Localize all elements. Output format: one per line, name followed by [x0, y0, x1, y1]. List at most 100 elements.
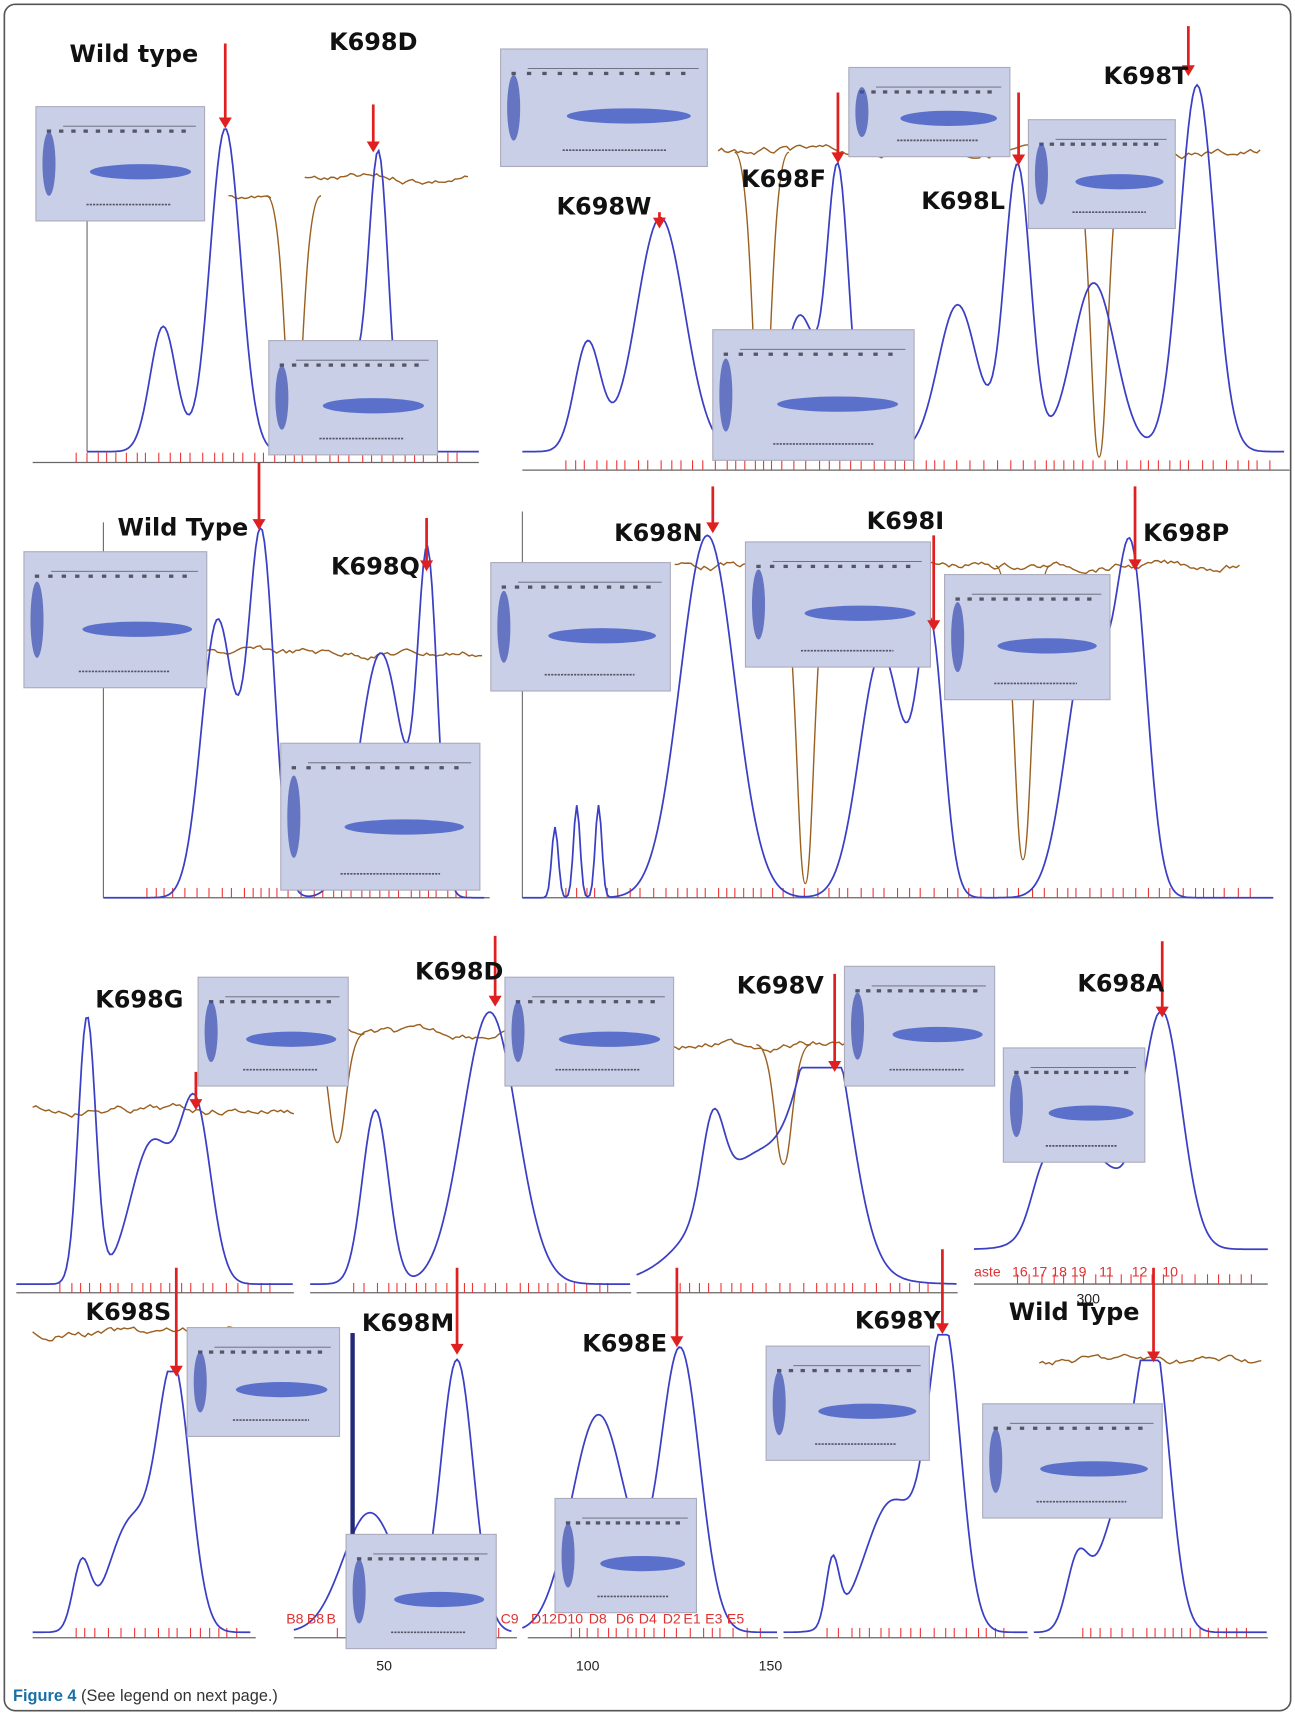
- gel-lane-label: [656, 1521, 660, 1524]
- gel-lane-label: [156, 575, 160, 578]
- fraction-label: E1: [683, 1611, 700, 1627]
- fraction-label: C9: [501, 1611, 519, 1627]
- arrow-head: [1012, 155, 1025, 166]
- gel-lane-label: [1072, 1427, 1076, 1430]
- gel-lane-label: [1051, 597, 1055, 600]
- caption: Figure 4 (See legend on next page.): [13, 1687, 278, 1705]
- gel-lane-label: [852, 565, 856, 568]
- gel-lane-label: [596, 1521, 600, 1524]
- gel-lane-label: [987, 90, 991, 93]
- gel-lane-label: [789, 1369, 793, 1372]
- gel-lane-label: [952, 989, 956, 992]
- gel-lane-label: [991, 597, 995, 600]
- gel-lane-label: [378, 1557, 382, 1560]
- gel-lane-label: [284, 1000, 288, 1003]
- gel-lane-label: [606, 1521, 610, 1524]
- arrow-head: [706, 522, 719, 533]
- gel-marker: [752, 569, 765, 639]
- gel-lane-label: [1144, 143, 1148, 146]
- gel-image: [745, 542, 930, 667]
- gel-lane-label: [784, 565, 788, 568]
- gel-image: [766, 1346, 929, 1460]
- gel-lane-label: [646, 585, 650, 588]
- gel-lane-label: [1123, 143, 1127, 146]
- gel-lane-label: [142, 575, 146, 578]
- gel-lane-label: [1124, 1071, 1128, 1074]
- gel-lane-label: [754, 353, 758, 356]
- gel-lane-label: [646, 1521, 650, 1524]
- fraction-label: B: [326, 1611, 335, 1627]
- gel-lane-label: [1104, 1071, 1108, 1074]
- gel-lane-label: [581, 585, 585, 588]
- gel-lane-label: [35, 575, 39, 578]
- gel-lane-label: [115, 575, 119, 578]
- gel-lane-label: [410, 766, 414, 769]
- panel-label: K698I: [867, 507, 944, 535]
- gel-lane-label: [410, 1557, 414, 1560]
- gel-lane-label: [1033, 1427, 1037, 1430]
- fraction-label: 17: [1032, 1263, 1048, 1279]
- gel-lane-label: [565, 1000, 569, 1003]
- gel-lane-label: [953, 90, 957, 93]
- gel-lane-label: [542, 72, 546, 75]
- gel-image: [346, 1534, 496, 1648]
- gel-image: [713, 330, 914, 461]
- panel-label: K698P: [1143, 519, 1229, 547]
- gel-lane-label: [828, 353, 832, 356]
- arrow-head: [1129, 559, 1142, 570]
- gel-band: [344, 819, 463, 834]
- gel-lane-label: [909, 989, 913, 992]
- gel-image: [36, 107, 205, 221]
- gel-marker: [773, 1371, 786, 1435]
- gel-marker: [562, 1524, 575, 1588]
- gel-lane-label: [883, 90, 887, 93]
- gel-marker: [30, 582, 43, 658]
- gel-lane-label: [1050, 143, 1054, 146]
- gel-marker: [194, 1352, 207, 1413]
- fraction-label: D4: [639, 1611, 657, 1627]
- gel-lane-label: [62, 575, 66, 578]
- axis-tick-label: 50: [376, 1657, 392, 1673]
- axis-tick-label: 300: [1076, 1291, 1100, 1307]
- gel-lane-label: [1039, 597, 1043, 600]
- gel-lane-label: [813, 353, 817, 356]
- gel-band: [777, 397, 898, 412]
- gel-lane-label: [390, 363, 394, 366]
- gel-lane-label: [1138, 1427, 1142, 1430]
- gel-image: [501, 49, 708, 167]
- gel-band: [559, 1032, 660, 1047]
- gel-lane-label: [626, 1521, 630, 1524]
- gel-band: [323, 398, 424, 413]
- gel-lane-label: [855, 989, 859, 992]
- gel-lane-label: [1034, 1071, 1038, 1074]
- caption-label: Figure 4: [13, 1687, 76, 1705]
- gel-lane-label: [739, 353, 743, 356]
- gel-background: [983, 1404, 1163, 1518]
- caption-text: (See legend on next page.): [81, 1687, 278, 1705]
- gel-lane-label: [838, 565, 842, 568]
- gel-lane-label: [576, 1521, 580, 1524]
- gel-lane-label: [724, 353, 728, 356]
- gel-background: [1028, 120, 1175, 229]
- fraction-label: E5: [727, 1611, 744, 1627]
- gel-lane-label: [145, 129, 149, 132]
- gel-lane-label: [181, 129, 185, 132]
- panel-label: K698E: [582, 1330, 667, 1358]
- gel-lane-label: [120, 129, 124, 132]
- fraction-label: aste: [974, 1263, 1001, 1279]
- arrow-head: [831, 152, 844, 163]
- gel-band: [893, 1027, 983, 1042]
- gel-lane-label: [541, 585, 545, 588]
- gel-band: [900, 111, 997, 126]
- gel-marker: [951, 602, 964, 672]
- gel-band: [82, 622, 192, 637]
- conductivity-trace: [305, 174, 468, 184]
- gel-marker: [851, 993, 864, 1060]
- arrow-head: [219, 118, 232, 129]
- gel-lane-label: [614, 1000, 618, 1003]
- gel-lane-label: [242, 1350, 246, 1353]
- gel-lane-label: [858, 353, 862, 356]
- gel-lane-label: [836, 1369, 840, 1372]
- gel-lane-label: [619, 72, 623, 75]
- fraction-label: B8: [286, 1611, 303, 1627]
